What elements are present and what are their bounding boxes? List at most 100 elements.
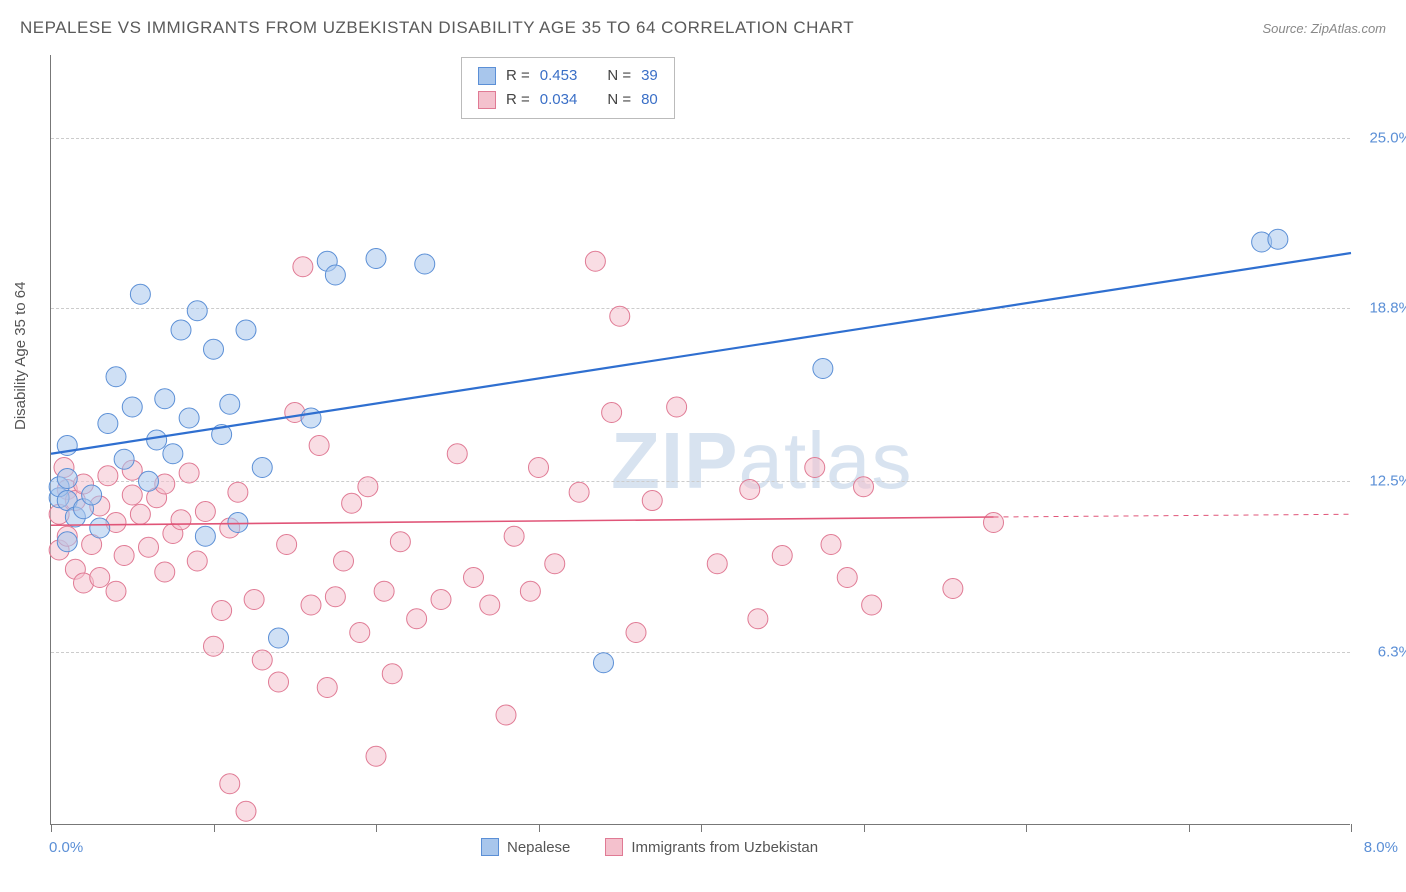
data-point [772,546,792,566]
data-point [464,568,484,588]
r-value: 0.453 [540,64,578,88]
data-point [122,485,142,505]
data-point [342,493,362,513]
data-point [139,471,159,491]
legend: NepaleseImmigrants from Uzbekistan [481,838,818,856]
chart-header: NEPALESE VS IMMIGRANTS FROM UZBEKISTAN D… [20,18,1386,38]
series-swatch [478,67,496,85]
data-point [529,458,549,478]
n-label: N = [607,64,631,88]
data-point [301,595,321,615]
regression-line [51,517,994,525]
data-point [293,257,313,277]
data-point [90,518,110,538]
data-point [837,568,857,588]
r-label: R = [506,64,530,88]
data-point [98,466,118,486]
legend-swatch [481,838,499,856]
data-point [821,535,841,555]
data-point [269,672,289,692]
data-point [244,590,264,610]
data-point [415,254,435,274]
data-point [301,408,321,428]
x-tick [701,824,702,832]
x-tick [864,824,865,832]
data-point [114,449,134,469]
data-point [130,504,150,524]
data-point [585,251,605,271]
stats-row: R = 0.453 N = 39 [478,64,658,88]
chart-plot-area: ZIPatlas 6.3%12.5%18.8%25.0% R =0.453N =… [50,55,1350,825]
regression-line-extrapolated [994,514,1352,517]
stats-box: R = 0.453 N = 39R = 0.034 N = 80 [461,57,675,119]
data-point [642,491,662,511]
data-point [106,581,126,601]
data-point [220,394,240,414]
x-axis-min-label: 0.0% [49,839,83,856]
data-point [195,502,215,522]
data-point [707,554,727,574]
n-value: 80 [641,88,658,112]
data-point [179,408,199,428]
y-tick-label: 18.8% [1369,300,1406,317]
x-tick [214,824,215,832]
data-point [545,554,565,574]
data-point [130,284,150,304]
x-tick [51,824,52,832]
data-point [139,537,159,557]
data-point [325,587,345,607]
x-tick [1026,824,1027,832]
data-point [350,623,370,643]
data-point [520,581,540,601]
data-point [431,590,451,610]
data-point [504,526,524,546]
data-point [805,458,825,478]
data-point [390,532,410,552]
data-point [57,469,77,489]
y-tick-label: 12.5% [1369,473,1406,490]
n-value: 39 [641,64,658,88]
stats-row: R =0.034N =80 [478,88,658,112]
data-point [195,526,215,546]
data-point [854,477,874,497]
regression-line [51,253,1351,454]
data-point [447,444,467,464]
scatter-plot [51,55,1350,824]
n-label: N = [607,88,631,112]
data-point [325,265,345,285]
data-point [98,414,118,434]
data-point [212,601,232,621]
data-point [252,458,272,478]
data-point [277,535,297,555]
data-point [163,444,183,464]
data-point [480,595,500,615]
data-point [740,480,760,500]
y-axis-label: Disability Age 35 to 64 [12,282,29,430]
data-point [602,403,622,423]
data-point [228,482,248,502]
data-point [667,397,687,417]
data-point [748,609,768,629]
x-tick [1351,824,1352,832]
data-point [179,463,199,483]
data-point [366,249,386,269]
data-point [610,306,630,326]
data-point [269,628,289,648]
y-tick-label: 6.3% [1378,643,1406,660]
data-point [943,579,963,599]
data-point [569,482,589,502]
chart-title: NEPALESE VS IMMIGRANTS FROM UZBEKISTAN D… [20,18,854,38]
data-point [626,623,646,643]
data-point [171,320,191,340]
x-axis-max-label: 8.0% [1364,839,1398,856]
x-tick [539,824,540,832]
r-value: 0.034 [540,88,578,112]
data-point [114,546,134,566]
data-point [155,389,175,409]
data-point [236,320,256,340]
data-point [82,485,102,505]
data-point [155,562,175,582]
data-point [236,801,256,821]
data-point [358,477,378,497]
series-swatch [478,91,496,109]
